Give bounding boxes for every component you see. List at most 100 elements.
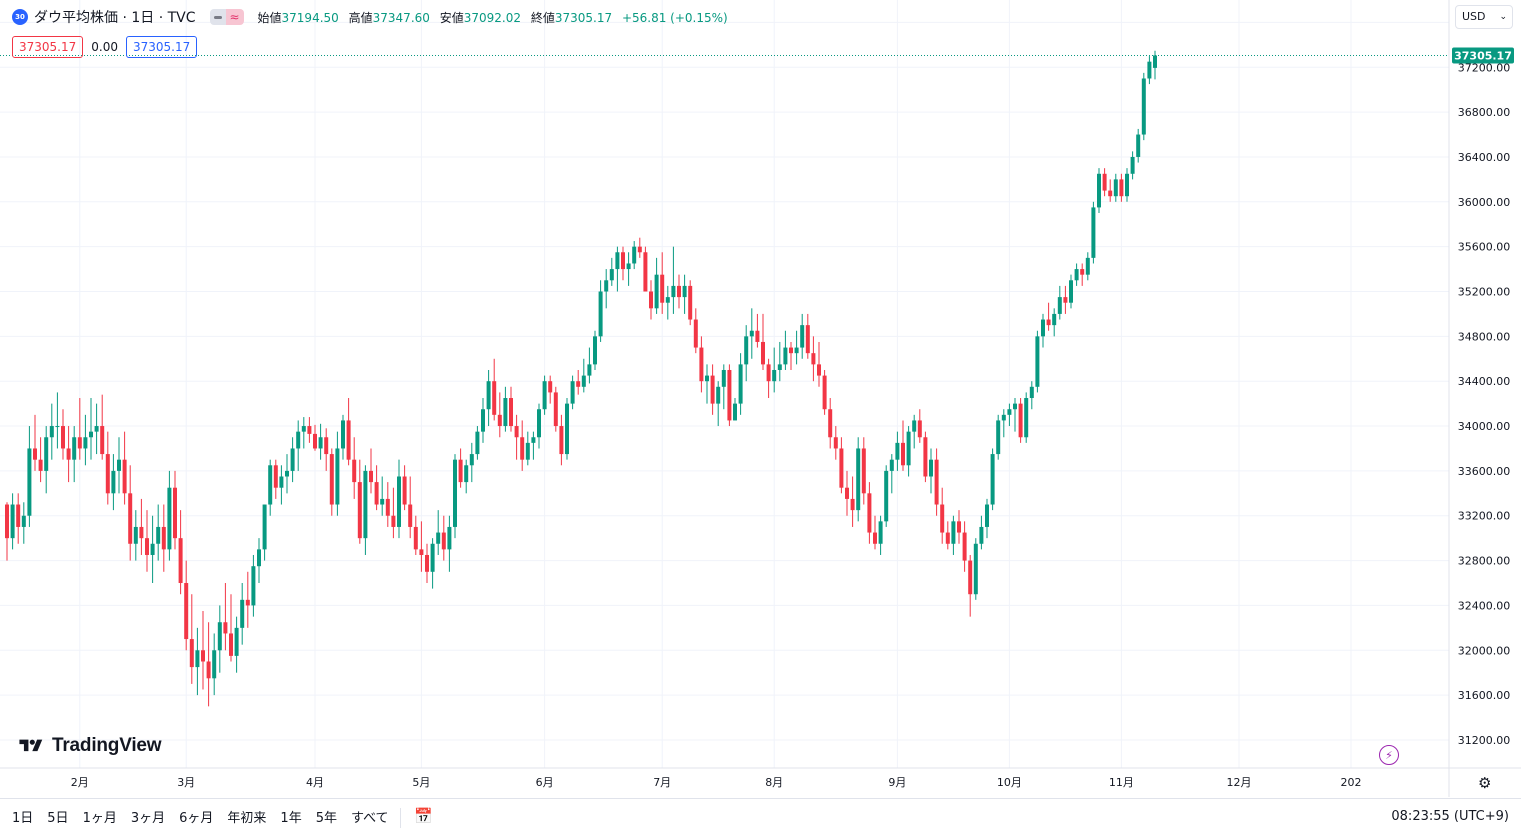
range-1y[interactable]: 1年 [280,811,302,826]
range-5y[interactable]: 5年 [315,811,337,826]
candle-up [1052,308,1057,337]
candle-body [800,325,805,348]
candle-down [901,420,905,471]
candle-body [654,274,659,309]
candle-body [570,381,575,404]
candle-up [996,414,1001,460]
candle-body [402,476,407,505]
close-value: 37305.17 [554,10,613,25]
candle-body [805,325,810,354]
candle-body [833,437,838,449]
candle-body [587,364,592,376]
gear-icon[interactable]: ⚙ [1478,774,1492,792]
candle-body [178,538,183,584]
candle-down [755,313,760,348]
candle-body [458,459,463,483]
candle-down [833,426,838,460]
symbol-badge[interactable]: 30 [12,9,28,25]
candle-up [985,498,989,539]
chevron-down-icon: ⌄ [1499,12,1507,22]
indicator-toggle[interactable]: ≈ [209,9,244,25]
candle-body [945,532,950,544]
candle-body [1108,190,1113,197]
calendar-range-icon[interactable]: 📅 [414,807,433,825]
candle-up [593,330,597,370]
candle-body [374,482,379,505]
candle-body [777,364,782,370]
candle-down [693,308,698,354]
range-3m[interactable]: 3ヶ月 [130,811,166,826]
candle-up [906,426,911,477]
candle-body [430,543,435,572]
candle-body [503,398,508,427]
candle-up [525,431,530,466]
candle-up [542,375,547,415]
candle-body [369,470,373,483]
candle-body [346,420,351,460]
candle-body [637,246,642,253]
candle-down [66,426,71,483]
candle-down [313,424,317,451]
candle-body [464,465,469,483]
range-ytd[interactable]: 年初来 [227,811,267,826]
candle-body [380,498,385,505]
candle-body [363,470,368,539]
candle-body [486,381,491,410]
candle-body [537,409,541,438]
candle-up [503,386,508,432]
candle-body [105,454,110,494]
candle-body [195,650,200,668]
minus-icon[interactable] [209,9,226,25]
candle-up [257,538,261,584]
candle-down [688,280,693,326]
candle-down [105,431,110,505]
candle-up [705,364,709,404]
candle-body [329,454,334,505]
symbol-title[interactable]: ダウ平均株価 · 1日 · TVC [34,10,196,26]
candle-body [83,437,88,449]
time-tick-label: 11月 [1109,776,1134,789]
candle-body [173,487,177,539]
buy-price-box[interactable]: 37305.17 [125,36,198,58]
currency-value: USD [1462,10,1486,23]
clock-timezone[interactable]: 08:23:55 (UTC+9) [1391,809,1509,824]
chart-header: 30 ダウ平均株価 · 1日 · TVC ≈ 始値37194.50 高値3734… [12,6,734,28]
candle-body [968,560,973,595]
candle-body [425,554,429,572]
range-all[interactable]: すべて [350,811,389,826]
time-tick-label: 6月 [536,776,554,789]
wave-icon[interactable]: ≈ [225,9,244,25]
candle-body [660,274,665,303]
candle-body [598,291,603,337]
tradingview-logo[interactable]: TradingView [16,735,162,757]
candle-body [206,661,211,679]
candle-down [413,515,418,555]
candle-up [609,257,614,286]
candle-body [1063,297,1068,303]
range-1m[interactable]: 1ヶ月 [82,811,117,826]
range-1d[interactable]: 1日 [12,811,34,826]
time-tick-label: 7月 [653,776,671,789]
lightning-icon[interactable]: ⚡ [1379,745,1399,765]
candle-up [929,448,933,494]
range-6m[interactable]: 6ヶ月 [179,811,214,826]
candle-body [1119,179,1124,197]
candle-up [1029,381,1034,410]
candle-up [951,515,956,555]
candle-down [385,482,390,527]
candle-body [1141,78,1146,135]
candle-body [985,504,989,527]
candle-body [565,403,569,455]
candle-up [570,375,575,410]
sell-price-box[interactable]: 37305.17 [12,36,84,58]
currency-select[interactable]: USD ⌄ [1455,5,1513,29]
candle-up [212,633,217,696]
candle-body [1136,134,1141,157]
candle-down [677,274,681,309]
candle-body [716,386,721,404]
time-tick-label: 202 [1341,776,1362,789]
candle-body [828,409,833,438]
range-5d[interactable]: 5日 [47,811,69,826]
candle-body [385,498,390,516]
